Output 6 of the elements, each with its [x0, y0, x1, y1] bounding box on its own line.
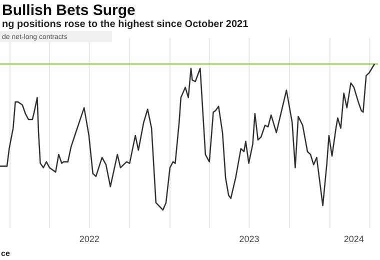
chart-subtitle: ng positions rose to the highest since October 2021	[2, 19, 249, 30]
x-tick-label: 2023	[239, 234, 260, 244]
x-tick-label: 2022	[79, 234, 100, 244]
chart-title: Bullish Bets Surge	[2, 2, 136, 19]
x-tick-label: 2024	[344, 234, 364, 244]
text: ce	[1, 249, 10, 258]
